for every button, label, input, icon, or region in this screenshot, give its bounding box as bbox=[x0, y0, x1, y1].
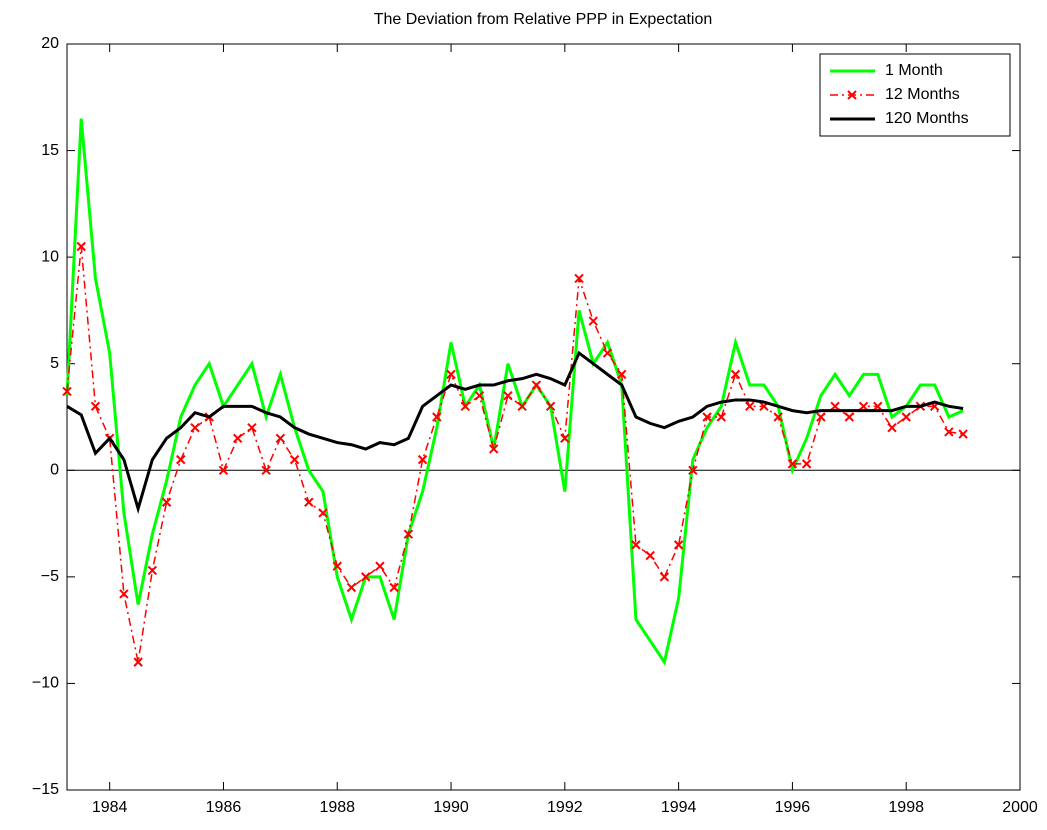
marker bbox=[716, 412, 727, 422]
legend-label: 120 Months bbox=[885, 110, 969, 127]
marker bbox=[631, 540, 641, 550]
legend-label: 1 Month bbox=[885, 62, 943, 79]
x-tick-label: 1984 bbox=[92, 799, 128, 816]
marker bbox=[161, 497, 172, 507]
marker bbox=[489, 444, 499, 454]
marker bbox=[645, 550, 655, 561]
marker bbox=[588, 316, 598, 326]
marker bbox=[375, 561, 385, 571]
x-tick-label: 1998 bbox=[888, 799, 924, 816]
y-tick-label: 20 bbox=[41, 35, 59, 52]
marker bbox=[801, 459, 812, 469]
marker bbox=[816, 412, 826, 422]
series-line bbox=[65, 118, 964, 666]
marker bbox=[659, 572, 670, 582]
marker bbox=[432, 412, 442, 422]
marker bbox=[275, 433, 286, 444]
marker bbox=[688, 465, 698, 475]
marker bbox=[858, 401, 869, 412]
marker bbox=[147, 565, 158, 576]
y-tick-label: −5 bbox=[41, 568, 59, 585]
marker bbox=[787, 459, 798, 469]
plot-frame bbox=[66, 43, 1021, 791]
x-tick-label: 1990 bbox=[433, 799, 469, 816]
marker bbox=[844, 412, 855, 422]
marker bbox=[730, 369, 741, 380]
marker bbox=[873, 401, 883, 412]
marker bbox=[133, 657, 143, 667]
y-tick-label: −15 bbox=[32, 781, 59, 798]
marker bbox=[901, 412, 911, 422]
legend-marker bbox=[847, 90, 857, 100]
marker bbox=[318, 508, 328, 518]
marker bbox=[617, 369, 627, 380]
x-tick-label: 1986 bbox=[206, 799, 242, 816]
marker bbox=[745, 401, 755, 412]
marker bbox=[190, 422, 200, 433]
marker bbox=[531, 380, 542, 390]
marker bbox=[360, 572, 371, 582]
x-tick-label: 1994 bbox=[661, 799, 697, 816]
y-tick-label: −10 bbox=[32, 675, 59, 692]
marker bbox=[560, 433, 570, 444]
marker bbox=[602, 348, 613, 358]
marker bbox=[261, 465, 271, 475]
x-tick-label: 1996 bbox=[775, 799, 811, 816]
marker bbox=[887, 422, 897, 433]
marker bbox=[958, 429, 968, 439]
marker bbox=[389, 582, 399, 593]
marker bbox=[944, 427, 954, 437]
marker bbox=[474, 390, 485, 401]
series-line bbox=[66, 350, 964, 515]
marker bbox=[545, 401, 556, 412]
marker bbox=[346, 582, 357, 593]
marker bbox=[232, 433, 243, 444]
marker bbox=[460, 401, 470, 412]
marker bbox=[517, 401, 527, 412]
marker bbox=[446, 369, 456, 380]
series-line bbox=[66, 246, 964, 663]
marker bbox=[773, 412, 783, 422]
y-tick-label: 10 bbox=[41, 248, 59, 265]
x-tick-label: 2000 bbox=[1002, 799, 1038, 816]
marker bbox=[304, 497, 314, 507]
marker bbox=[503, 390, 513, 401]
marker bbox=[119, 589, 129, 599]
marker bbox=[62, 386, 72, 397]
marker bbox=[574, 273, 584, 284]
marker bbox=[403, 529, 414, 539]
marker bbox=[830, 401, 840, 412]
marker bbox=[247, 422, 257, 433]
marker bbox=[218, 465, 229, 475]
marker bbox=[702, 412, 712, 422]
chart-title: The Deviation from Relative PPP in Expec… bbox=[374, 11, 713, 28]
y-tick-label: 0 bbox=[50, 462, 59, 479]
x-tick-label: 1992 bbox=[547, 799, 583, 816]
y-tick-label: 15 bbox=[41, 142, 59, 159]
marker bbox=[76, 241, 86, 252]
y-tick-label: 5 bbox=[50, 355, 59, 372]
marker bbox=[673, 540, 684, 550]
x-tick-label: 1988 bbox=[319, 799, 355, 816]
marker bbox=[289, 454, 300, 465]
marker bbox=[332, 561, 342, 571]
marker bbox=[176, 454, 186, 465]
legend-label: 12 Months bbox=[885, 86, 960, 103]
marker bbox=[417, 454, 428, 465]
marker bbox=[90, 401, 101, 412]
